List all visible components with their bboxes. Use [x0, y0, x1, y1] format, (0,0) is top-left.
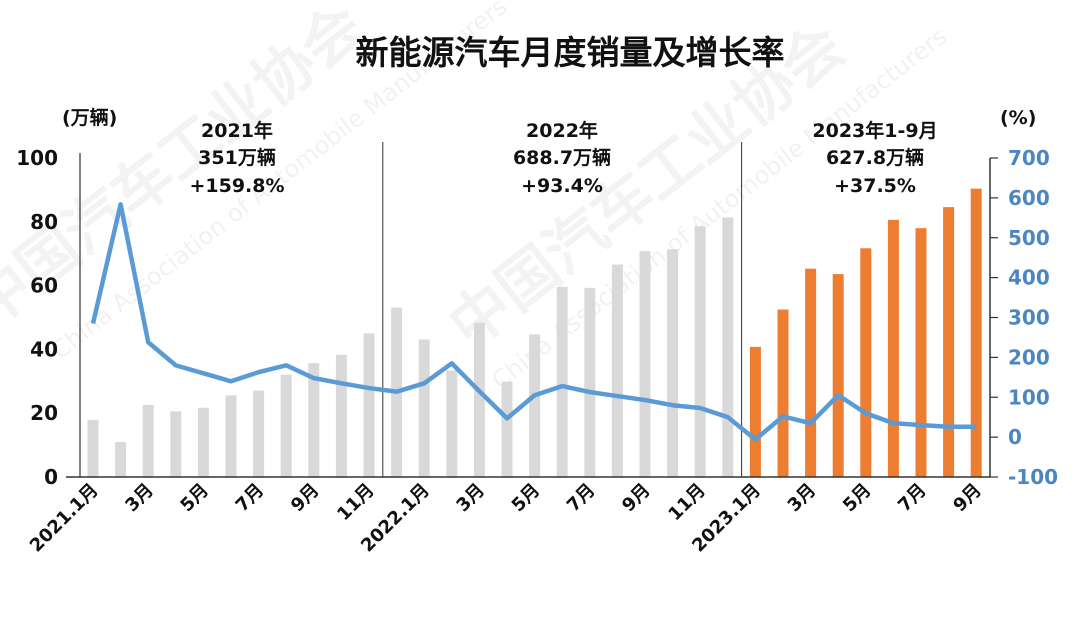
right-tick-label: 100 [1008, 385, 1050, 409]
x-tick-label: 5月 [176, 480, 212, 516]
bar-4月 [502, 382, 513, 477]
bar-3月 [805, 269, 816, 477]
bar-12月 [722, 217, 733, 477]
bar-8月 [281, 375, 292, 477]
x-tick-label: 7月 [563, 480, 599, 516]
right-tick-label: -100 [1008, 465, 1058, 489]
bar-11月 [695, 226, 706, 477]
x-tick-label: 3月 [452, 480, 488, 516]
section-year: 2021年 [201, 119, 273, 142]
left-tick-label: 60 [30, 274, 58, 298]
bar-6月 [226, 395, 237, 477]
x-tick-label: 9月 [618, 480, 654, 516]
bar-2月 [115, 442, 126, 477]
left-axis-unit: (万辆) [62, 106, 117, 129]
bar-5月 [529, 334, 540, 477]
x-tick-label: 3月 [784, 480, 820, 516]
bar-3月 [143, 405, 154, 477]
bar-9月 [640, 251, 651, 477]
right-tick-label: 0 [1008, 425, 1022, 449]
x-tick-label: 5月 [508, 480, 544, 516]
bar-8月 [943, 207, 954, 477]
bar-10月 [336, 355, 347, 477]
x-tick-label: 5月 [839, 480, 875, 516]
bar-6月 [888, 220, 899, 477]
section-year: 2023年1-9月 [812, 119, 937, 142]
right-axis-unit: (%) [1000, 107, 1036, 129]
right-tick-label: 300 [1008, 306, 1050, 330]
left-tick-label: 100 [16, 146, 58, 170]
bar-6月 [557, 287, 568, 477]
bar-7月 [916, 228, 927, 477]
bar-4月 [170, 411, 181, 477]
section-growth: +159.8% [189, 175, 284, 197]
right-tick-label: 500 [1008, 226, 1050, 250]
section-growth: +93.4% [521, 175, 603, 197]
x-tick-label: 11月 [664, 480, 709, 525]
right-tick-label: 600 [1008, 186, 1050, 210]
x-tick-label: 3月 [121, 480, 157, 516]
bar-2月 [778, 310, 789, 477]
bar-7月 [253, 391, 264, 477]
left-tick-label: 80 [30, 210, 58, 234]
right-tick-label: 400 [1008, 266, 1050, 290]
x-tick-label: 11月 [333, 480, 378, 525]
left-tick-label: 40 [30, 337, 58, 361]
right-tick-label: 200 [1008, 345, 1050, 369]
section-total: 688.7万辆 [513, 146, 611, 169]
bar-2023.1月 [750, 347, 761, 477]
bar-8月 [612, 265, 623, 477]
left-tick-label: 0 [44, 465, 58, 489]
x-tick-label: 7月 [894, 480, 930, 516]
bar-10月 [667, 249, 678, 477]
bar-2021.1月 [88, 420, 99, 477]
section-growth: +37.5% [834, 175, 916, 197]
x-tick-label: 9月 [287, 480, 323, 516]
section-total: 351万辆 [198, 146, 276, 169]
bar-5月 [860, 248, 871, 477]
right-tick-label: 700 [1008, 146, 1050, 170]
section-year: 2022年 [526, 119, 598, 142]
x-tick-label: 9月 [949, 480, 985, 516]
bar-4月 [833, 274, 844, 477]
x-tick-label: 7月 [232, 480, 268, 516]
chart-title: 新能源汽车月度销量及增长率 [356, 33, 785, 72]
bar-3月 [474, 323, 485, 477]
section-total: 627.8万辆 [826, 146, 924, 169]
bar-2月 [446, 370, 457, 477]
bar-9月 [971, 189, 982, 477]
bar-7月 [584, 288, 595, 477]
watermark-en-2: China Association of Automobile Manufact… [486, 22, 952, 395]
bar-11月 [364, 333, 375, 477]
bar-2022.1月 [419, 340, 430, 477]
bar-5月 [198, 408, 209, 477]
x-tick-label: 2021.1月 [26, 480, 103, 557]
left-tick-label: 20 [30, 401, 58, 425]
